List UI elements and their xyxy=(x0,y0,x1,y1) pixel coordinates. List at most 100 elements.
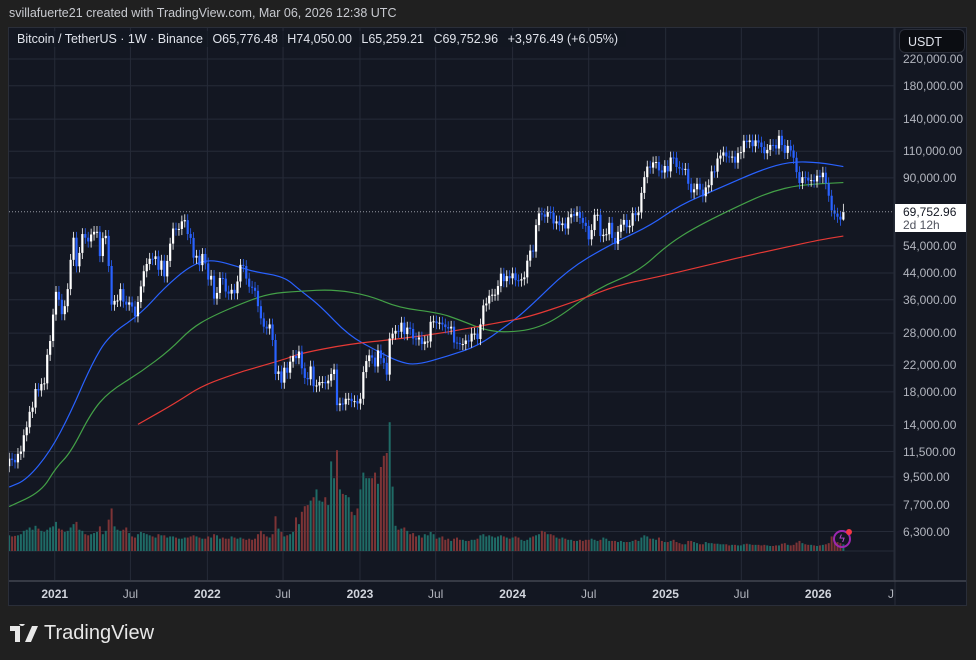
candle-body xyxy=(166,260,169,277)
currency-unit-button[interactable]: USDT xyxy=(899,29,965,53)
candle xyxy=(411,323,415,345)
volume-bar xyxy=(485,536,488,551)
candle xyxy=(426,335,429,348)
candle xyxy=(692,183,696,199)
candle xyxy=(414,332,418,346)
volume-bar xyxy=(573,540,576,551)
volume-bar xyxy=(464,540,467,551)
volume-bar xyxy=(748,544,751,551)
candle xyxy=(839,210,842,226)
volume-bar xyxy=(435,538,438,551)
candle xyxy=(774,139,778,155)
candle-body xyxy=(572,214,576,216)
candle-body xyxy=(57,291,61,300)
candle xyxy=(807,171,810,187)
candle xyxy=(291,350,295,368)
candle xyxy=(195,249,198,264)
volume-bar xyxy=(816,545,819,551)
candle xyxy=(251,280,254,294)
price-tick-label: 6,300.00 xyxy=(903,524,950,539)
candle-body xyxy=(634,213,637,216)
candle-body xyxy=(122,289,125,302)
volume-bar xyxy=(116,529,119,551)
candle-body xyxy=(769,144,772,150)
candle xyxy=(139,280,142,309)
candle xyxy=(780,129,783,152)
candle-body xyxy=(772,144,775,146)
volume-bar xyxy=(57,528,60,551)
lightning-bolt-icon[interactable]: ϟ xyxy=(833,529,852,548)
volume-bar xyxy=(169,536,172,551)
candle xyxy=(496,280,500,301)
candle xyxy=(713,165,716,178)
candle xyxy=(236,275,239,300)
candle-body xyxy=(482,305,485,325)
volume-bar xyxy=(254,538,257,551)
candle-body xyxy=(534,225,538,252)
candle xyxy=(154,250,157,266)
candle xyxy=(707,179,710,194)
candle-body xyxy=(798,172,801,183)
candle-body xyxy=(5,466,7,470)
volume-bar xyxy=(804,544,807,551)
volume-bar xyxy=(517,537,520,551)
chart-panel[interactable] xyxy=(8,27,967,606)
candle-body xyxy=(675,157,678,167)
candle xyxy=(116,294,119,307)
candle-body xyxy=(409,327,412,329)
candle xyxy=(189,228,192,245)
candle-body xyxy=(160,260,163,270)
volume-bar xyxy=(830,536,833,551)
candle-body xyxy=(564,223,567,229)
candle-body xyxy=(520,279,523,281)
candle xyxy=(31,401,34,418)
volume-bar xyxy=(84,534,87,551)
volume-bar xyxy=(777,545,780,551)
candle-body xyxy=(95,231,99,233)
volume-bar xyxy=(93,533,96,551)
candle-body xyxy=(839,216,842,220)
candle xyxy=(186,214,189,241)
candle xyxy=(51,308,55,348)
volume-bar xyxy=(537,534,540,551)
volume-bar xyxy=(619,540,622,551)
candle-body xyxy=(236,281,239,294)
volume-bar xyxy=(350,511,353,551)
volume-bar xyxy=(502,536,505,551)
volume-bar xyxy=(227,538,230,551)
volume-bar xyxy=(204,538,207,551)
candle xyxy=(233,283,236,300)
candle-body xyxy=(602,234,605,237)
volume-bar xyxy=(110,508,113,551)
candle xyxy=(420,331,423,351)
volume-bar xyxy=(473,539,476,551)
price-tick-label: 90,000.00 xyxy=(903,170,957,185)
candle-body xyxy=(707,185,710,188)
candle-body xyxy=(681,168,684,170)
candle xyxy=(801,171,804,190)
candle-body xyxy=(139,286,142,302)
volume-bar xyxy=(183,537,186,551)
volume-bar xyxy=(614,540,617,551)
candle xyxy=(131,296,134,313)
candle xyxy=(578,206,582,225)
price-tick-label: 110,000.00 xyxy=(903,144,963,159)
volume-bar xyxy=(731,544,734,551)
symbol-name[interactable]: Bitcoin / TetherUS · 1W · Binance xyxy=(17,32,203,46)
candle xyxy=(493,288,497,301)
volume-bar xyxy=(704,542,707,551)
volume-bar xyxy=(224,538,227,551)
volume-bar xyxy=(87,535,90,551)
symbol-legend[interactable]: Bitcoin / TetherUS · 1W · Binance O65,77… xyxy=(15,31,627,47)
candle-body xyxy=(786,145,789,153)
candle xyxy=(821,166,824,184)
candle-body xyxy=(476,333,479,339)
candle-body xyxy=(142,271,145,287)
brand-name: TradingView xyxy=(44,622,155,644)
last-price-label: 69,752.96 2d 12h xyxy=(895,204,966,232)
candle-body xyxy=(637,212,640,216)
volume-bar xyxy=(268,537,271,551)
volume-bar xyxy=(213,534,216,551)
candle-body xyxy=(344,398,347,405)
